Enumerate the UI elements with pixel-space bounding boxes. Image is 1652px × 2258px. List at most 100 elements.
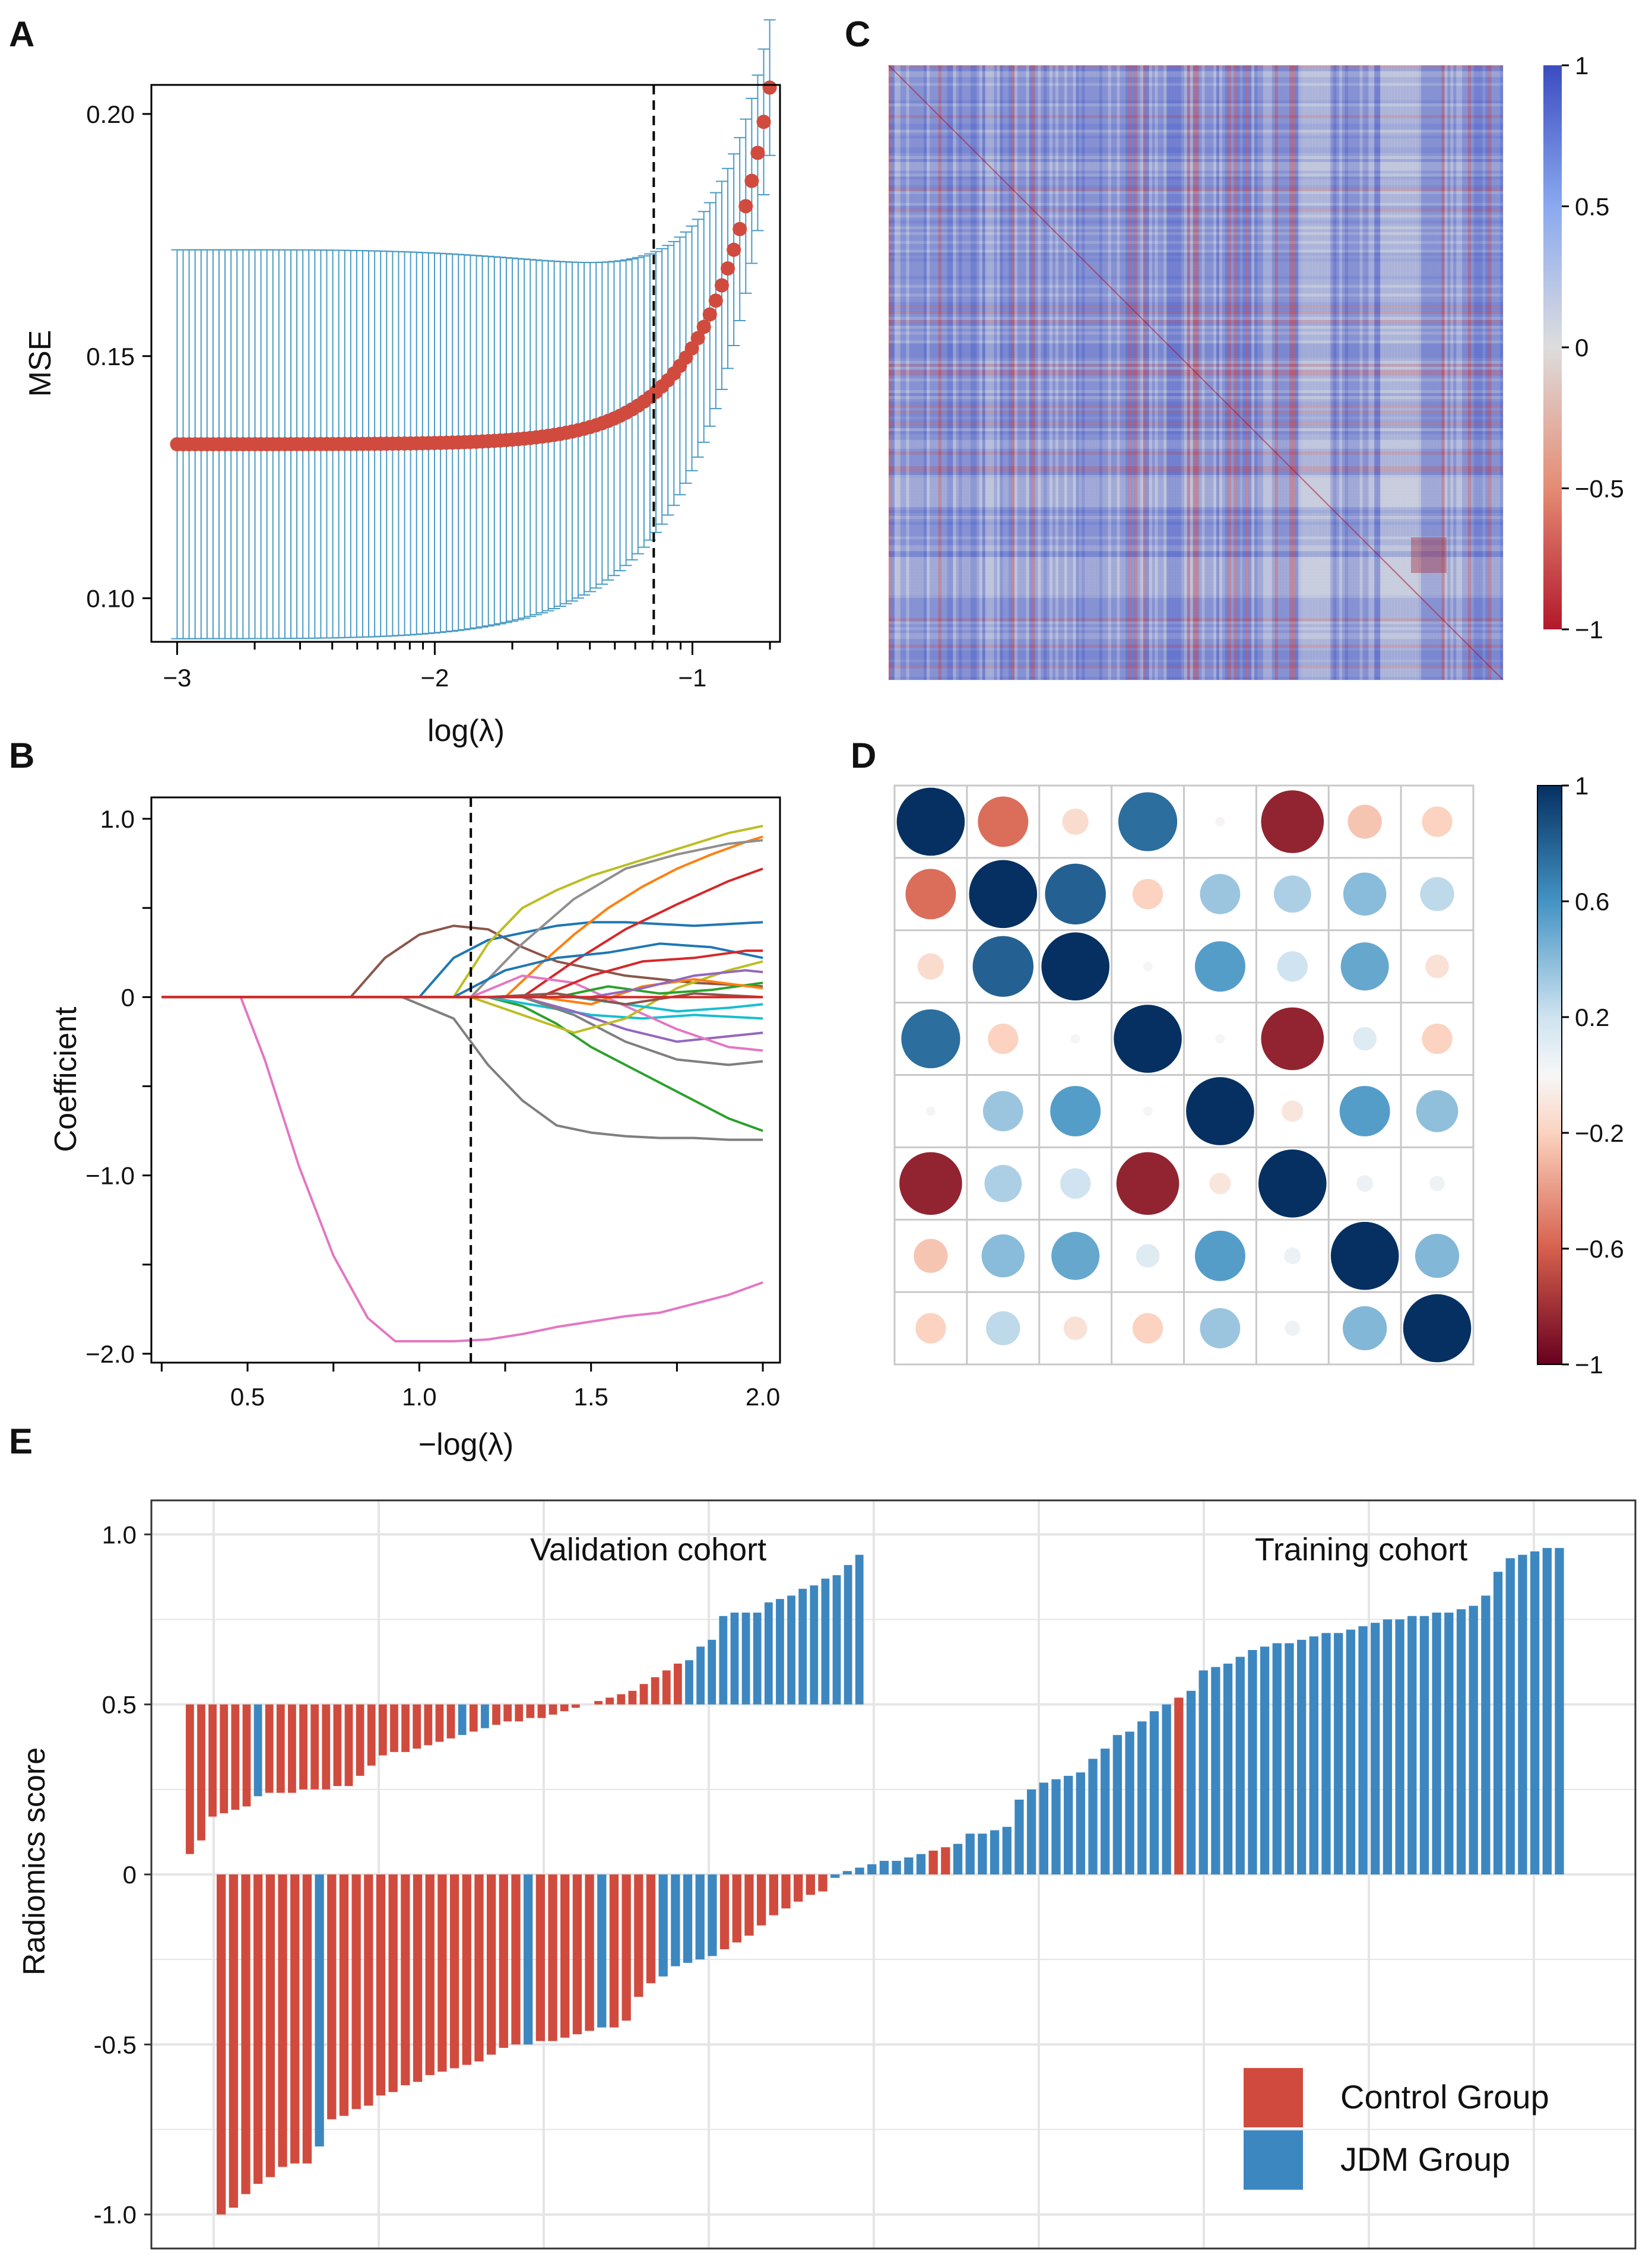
d-correlation-circle (1403, 1294, 1472, 1363)
e-training-bar (769, 1874, 778, 1915)
c-heatmap-row (889, 436, 1503, 441)
c-heatmap-row (889, 334, 1503, 338)
c-heatmap-col (947, 65, 950, 680)
e-training-bar (1309, 1636, 1318, 1874)
c-heatmap-col (1193, 65, 1196, 680)
c-heatmap-col (1146, 65, 1149, 680)
c-heatmap-row (889, 246, 1503, 250)
panel-e-radiomics-waterfall: 1.0 0.5 0 -0.5 -1.0 Radiomics score Validati… (17, 1499, 1637, 2250)
b-ytick-label: −1.0 (85, 1162, 135, 1190)
c-heatmap-row (889, 319, 1503, 324)
c-heatmap-row (889, 103, 1503, 107)
e-training-bar (892, 1861, 901, 1874)
c-heatmap-col (912, 65, 915, 680)
legend-label-jdm: JDM Group (1340, 2140, 1510, 2178)
c-heatmap-row (889, 161, 1503, 165)
c-heatmap-row (889, 472, 1503, 476)
c-heatmap-col (1198, 65, 1202, 680)
d-correlation-circle (1041, 932, 1109, 1000)
e-validation-bar (594, 1700, 603, 1705)
c-heatmap-row (889, 542, 1503, 546)
c-heatmap-row (889, 516, 1503, 520)
e-training-bar (1358, 1626, 1368, 1874)
c-cbar-label: −0.5 (1575, 475, 1624, 503)
a-mse-point (733, 221, 747, 236)
c-heatmap-row (889, 156, 1503, 160)
c-heatmap-row (889, 179, 1503, 183)
e-training-bar (1186, 1690, 1196, 1874)
c-heatmap-row (889, 510, 1503, 514)
panel-e-ylabel: Radiomics score (17, 1747, 52, 1975)
e-ytick-label: 0 (123, 1861, 137, 1889)
d-correlation-circle (1194, 1230, 1245, 1281)
c-heatmap-row (889, 624, 1503, 628)
c-heatmap-col (1333, 65, 1337, 680)
c-heatmap-row (889, 115, 1503, 119)
c-heatmap-col (1260, 65, 1264, 680)
c-heatmap-row (889, 633, 1503, 636)
e-validation-bar (367, 1704, 376, 1766)
c-heatmap-col (1342, 65, 1346, 680)
c-heatmap-row (889, 150, 1503, 154)
c-heatmap-col (1029, 65, 1032, 680)
c-heatmap-col (1082, 65, 1085, 680)
d-correlation-circle (915, 1313, 946, 1344)
e-training-bar (1149, 1711, 1159, 1874)
c-heatmap-col (1242, 65, 1246, 680)
c-heatmap-col (1064, 65, 1067, 680)
c-heatmap-col (1336, 65, 1340, 680)
c-heatmap-row (889, 586, 1503, 590)
d-correlation-circle (1343, 1306, 1387, 1351)
c-heatmap-col (897, 65, 901, 680)
c-heatmap-col (1073, 65, 1076, 680)
c-heatmap-row (889, 589, 1503, 593)
c-heatmap-col (1006, 65, 1009, 680)
c-heatmap-row (889, 97, 1503, 101)
c-heatmap-row (889, 91, 1503, 95)
c-heatmap-row (889, 565, 1503, 569)
c-heatmap-col (1239, 65, 1243, 680)
a-mse-point (738, 199, 753, 214)
e-validation-bar (855, 1554, 864, 1705)
c-heatmap-col (1385, 65, 1390, 680)
e-training-bar (818, 1874, 827, 1892)
b-xtick-label: 1.5 (574, 1383, 608, 1411)
c-heatmap-row (889, 600, 1503, 604)
c-heatmap-col (1409, 65, 1413, 680)
c-heatmap-row (889, 419, 1503, 423)
c-heatmap-col (1108, 65, 1111, 680)
c-heatmap-row (889, 223, 1503, 227)
c-heatmap-row (889, 548, 1503, 552)
c-heatmap-col (1061, 65, 1065, 680)
e-validation-bar (276, 1704, 285, 1793)
d-correlation-circle (981, 1234, 1025, 1278)
e-validation-bar (186, 1704, 194, 1854)
e-ytick-label: 1.0 (102, 1521, 137, 1548)
c-heatmap-col (932, 65, 936, 680)
c-heatmap-col (889, 65, 892, 680)
c-heatmap-col (1038, 65, 1041, 680)
c-heatmap-col (918, 65, 921, 680)
c-heatmap-col (1105, 65, 1108, 680)
c-heatmap-col (1225, 65, 1229, 680)
c-heatmap-row (889, 551, 1503, 555)
e-training-bar (1297, 1639, 1307, 1874)
c-heatmap-row (889, 568, 1503, 572)
c-heatmap-row (889, 109, 1503, 113)
e-training-bar (474, 1874, 484, 2061)
c-heatmap-col (1321, 65, 1325, 680)
c-heatmap-row (889, 173, 1503, 177)
e-validation-bar (741, 1613, 750, 1705)
c-heatmap-col (1453, 65, 1457, 680)
e-validation-bar (537, 1704, 546, 1718)
c-heatmap-row (889, 469, 1503, 473)
c-heatmap-col (909, 65, 912, 680)
panel-label-b: B (9, 736, 34, 775)
c-heatmap-col (1128, 65, 1132, 680)
e-training-bar (364, 1874, 373, 2106)
c-heatmap-row (889, 252, 1503, 256)
d-correlation-circle (1186, 1077, 1254, 1145)
c-heatmap-row (889, 650, 1503, 654)
e-training-bar (1064, 1775, 1073, 1874)
c-heatmap-col (1470, 65, 1475, 680)
